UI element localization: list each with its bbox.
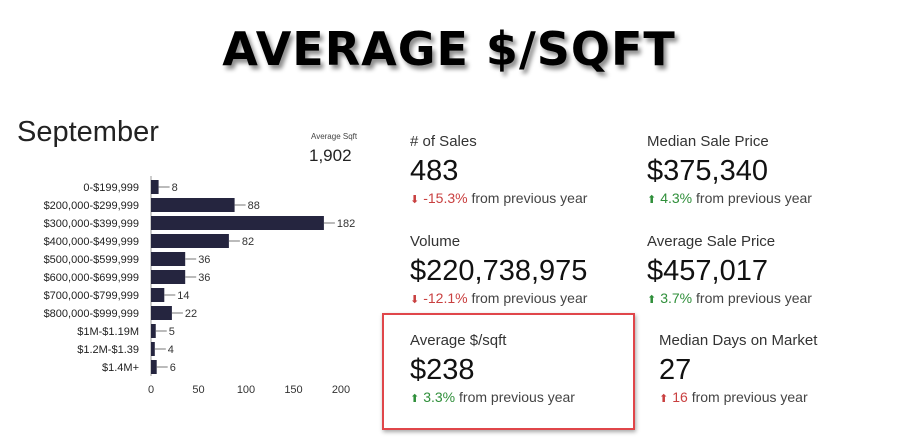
bar (151, 216, 324, 230)
stat-change-suffix: from previous year (696, 290, 812, 306)
category-label: $500,000-$599,999 (44, 254, 139, 266)
stat-value: 27 (659, 354, 692, 386)
data-label: 88 (248, 200, 260, 212)
stat-change-suffix: from previous year (696, 190, 812, 206)
arrow-up-icon: ⬆ (647, 194, 657, 206)
arrow-down-icon: ⬇ (410, 194, 420, 206)
data-label: 6 (170, 362, 176, 374)
arrow-up-icon: ⬆ (647, 294, 657, 306)
category-label: $400,000-$499,999 (44, 236, 139, 248)
price-range-bar-chart: 0-$199,999 8 $200,000-$299,999 88 $300,000-$… (44, 176, 355, 396)
category-label: $1.2M-$1.39 (77, 344, 139, 356)
month-title: September (17, 116, 159, 148)
stat-change-suffix: from previous year (471, 290, 588, 306)
stat-value: $220,738,975 (410, 255, 588, 287)
stat-value: 483 (410, 155, 459, 187)
stat-change-line: ⬆ 4.3% from previous year (647, 190, 812, 206)
category-label: $300,000-$399,999 (44, 218, 139, 230)
stat-change-line: ⬆ 3.3% from previous year (410, 389, 575, 405)
data-label: 8 (172, 182, 178, 194)
stat-median-days-on-market: Median Days on Market 27 ⬆ 16 from previo… (659, 332, 817, 405)
stat-value: $375,340 (647, 155, 768, 187)
stat-change-line: ⬆ 16 from previous year (659, 389, 817, 405)
stat-label: Median Sale Price (647, 133, 769, 150)
category-label: $200,000-$299,999 (44, 200, 139, 212)
data-label: 14 (177, 290, 189, 302)
data-label: 5 (169, 326, 175, 338)
stat-change-value: 16 (672, 389, 688, 405)
highlight-box (382, 313, 635, 430)
bar (151, 180, 159, 194)
arrow-up-icon: ⬆ (410, 393, 420, 405)
stat-change-value: -12.1% (423, 290, 468, 306)
stat-value: $457,017 (647, 255, 768, 287)
stat-average-sale-price: Average Sale Price $457,017 ⬆ 3.7% from p… (647, 233, 812, 306)
bar (151, 324, 156, 338)
stat-change-line: ⬇ -15.3% from previous year (410, 190, 587, 206)
category-label: $1.4M+ (102, 362, 139, 374)
stat-change-suffix: from previous year (459, 389, 575, 405)
category-label: 0-$199,999 (83, 182, 139, 194)
bar (151, 270, 186, 284)
data-label: 182 (337, 218, 355, 230)
bar (151, 198, 235, 212)
x-tick-label: 100 (237, 384, 255, 396)
stat-label: Average $/sqft (410, 332, 507, 349)
stat-change-value: -15.3% (423, 190, 468, 206)
x-tick-label: 50 (192, 384, 204, 396)
category-label: $800,000-$999,999 (44, 308, 139, 320)
category-label: $1M-$1.19M (77, 326, 139, 338)
data-label: 4 (168, 344, 174, 356)
bar (151, 342, 155, 356)
stat-change-line: ⬆ 3.7% from previous year (647, 290, 812, 306)
stat-average-price-per-sqft: Average $/sqft $238 ⬆ 3.3% from previous … (410, 332, 575, 405)
stat-label: Average Sale Price (647, 233, 776, 250)
data-label: 36 (198, 272, 210, 284)
stat-label: # of Sales (410, 133, 477, 150)
bar (151, 288, 165, 302)
bar (151, 234, 229, 248)
stat-number-of-sales: # of Sales 483 ⬇ -15.3% from previous yea… (410, 133, 587, 206)
bar (151, 252, 186, 266)
stat-change-line: ⬇ -12.1% from previous year (410, 290, 587, 306)
x-tick-label: 200 (332, 384, 350, 396)
bar (151, 306, 172, 320)
data-label: 36 (198, 254, 210, 266)
arrow-up-icon: ⬆ (659, 393, 669, 405)
category-label: $700,000-$799,999 (44, 290, 139, 302)
stat-value: $238 (410, 354, 475, 386)
stat-change-suffix: from previous year (471, 190, 588, 206)
stat-change-value: 3.7% (660, 290, 693, 306)
average-sqft-label: Average Sqft (311, 132, 358, 141)
stat-label: Median Days on Market (659, 332, 818, 349)
stat-change-value: 3.3% (423, 389, 456, 405)
arrow-down-icon: ⬇ (410, 294, 420, 306)
page-headline: AVERAGE $/SQFT (222, 22, 676, 76)
stat-change-value: 4.3% (660, 190, 693, 206)
stat-volume: Volume $220,738,975 ⬇ -12.1% from previou… (410, 233, 587, 306)
x-tick-label: 150 (284, 384, 302, 396)
stat-label: Volume (410, 233, 461, 250)
average-sqft-value: 1,902 (309, 146, 352, 165)
data-label: 22 (185, 308, 197, 320)
category-label: $600,000-$699,999 (44, 272, 139, 284)
stat-median-sale-price: Median Sale Price $375,340 ⬆ 4.3% from pr… (647, 133, 812, 206)
stat-change-suffix: from previous year (691, 389, 808, 405)
data-label: 82 (242, 236, 254, 248)
x-tick-label: 0 (148, 384, 154, 396)
bar (151, 360, 157, 374)
